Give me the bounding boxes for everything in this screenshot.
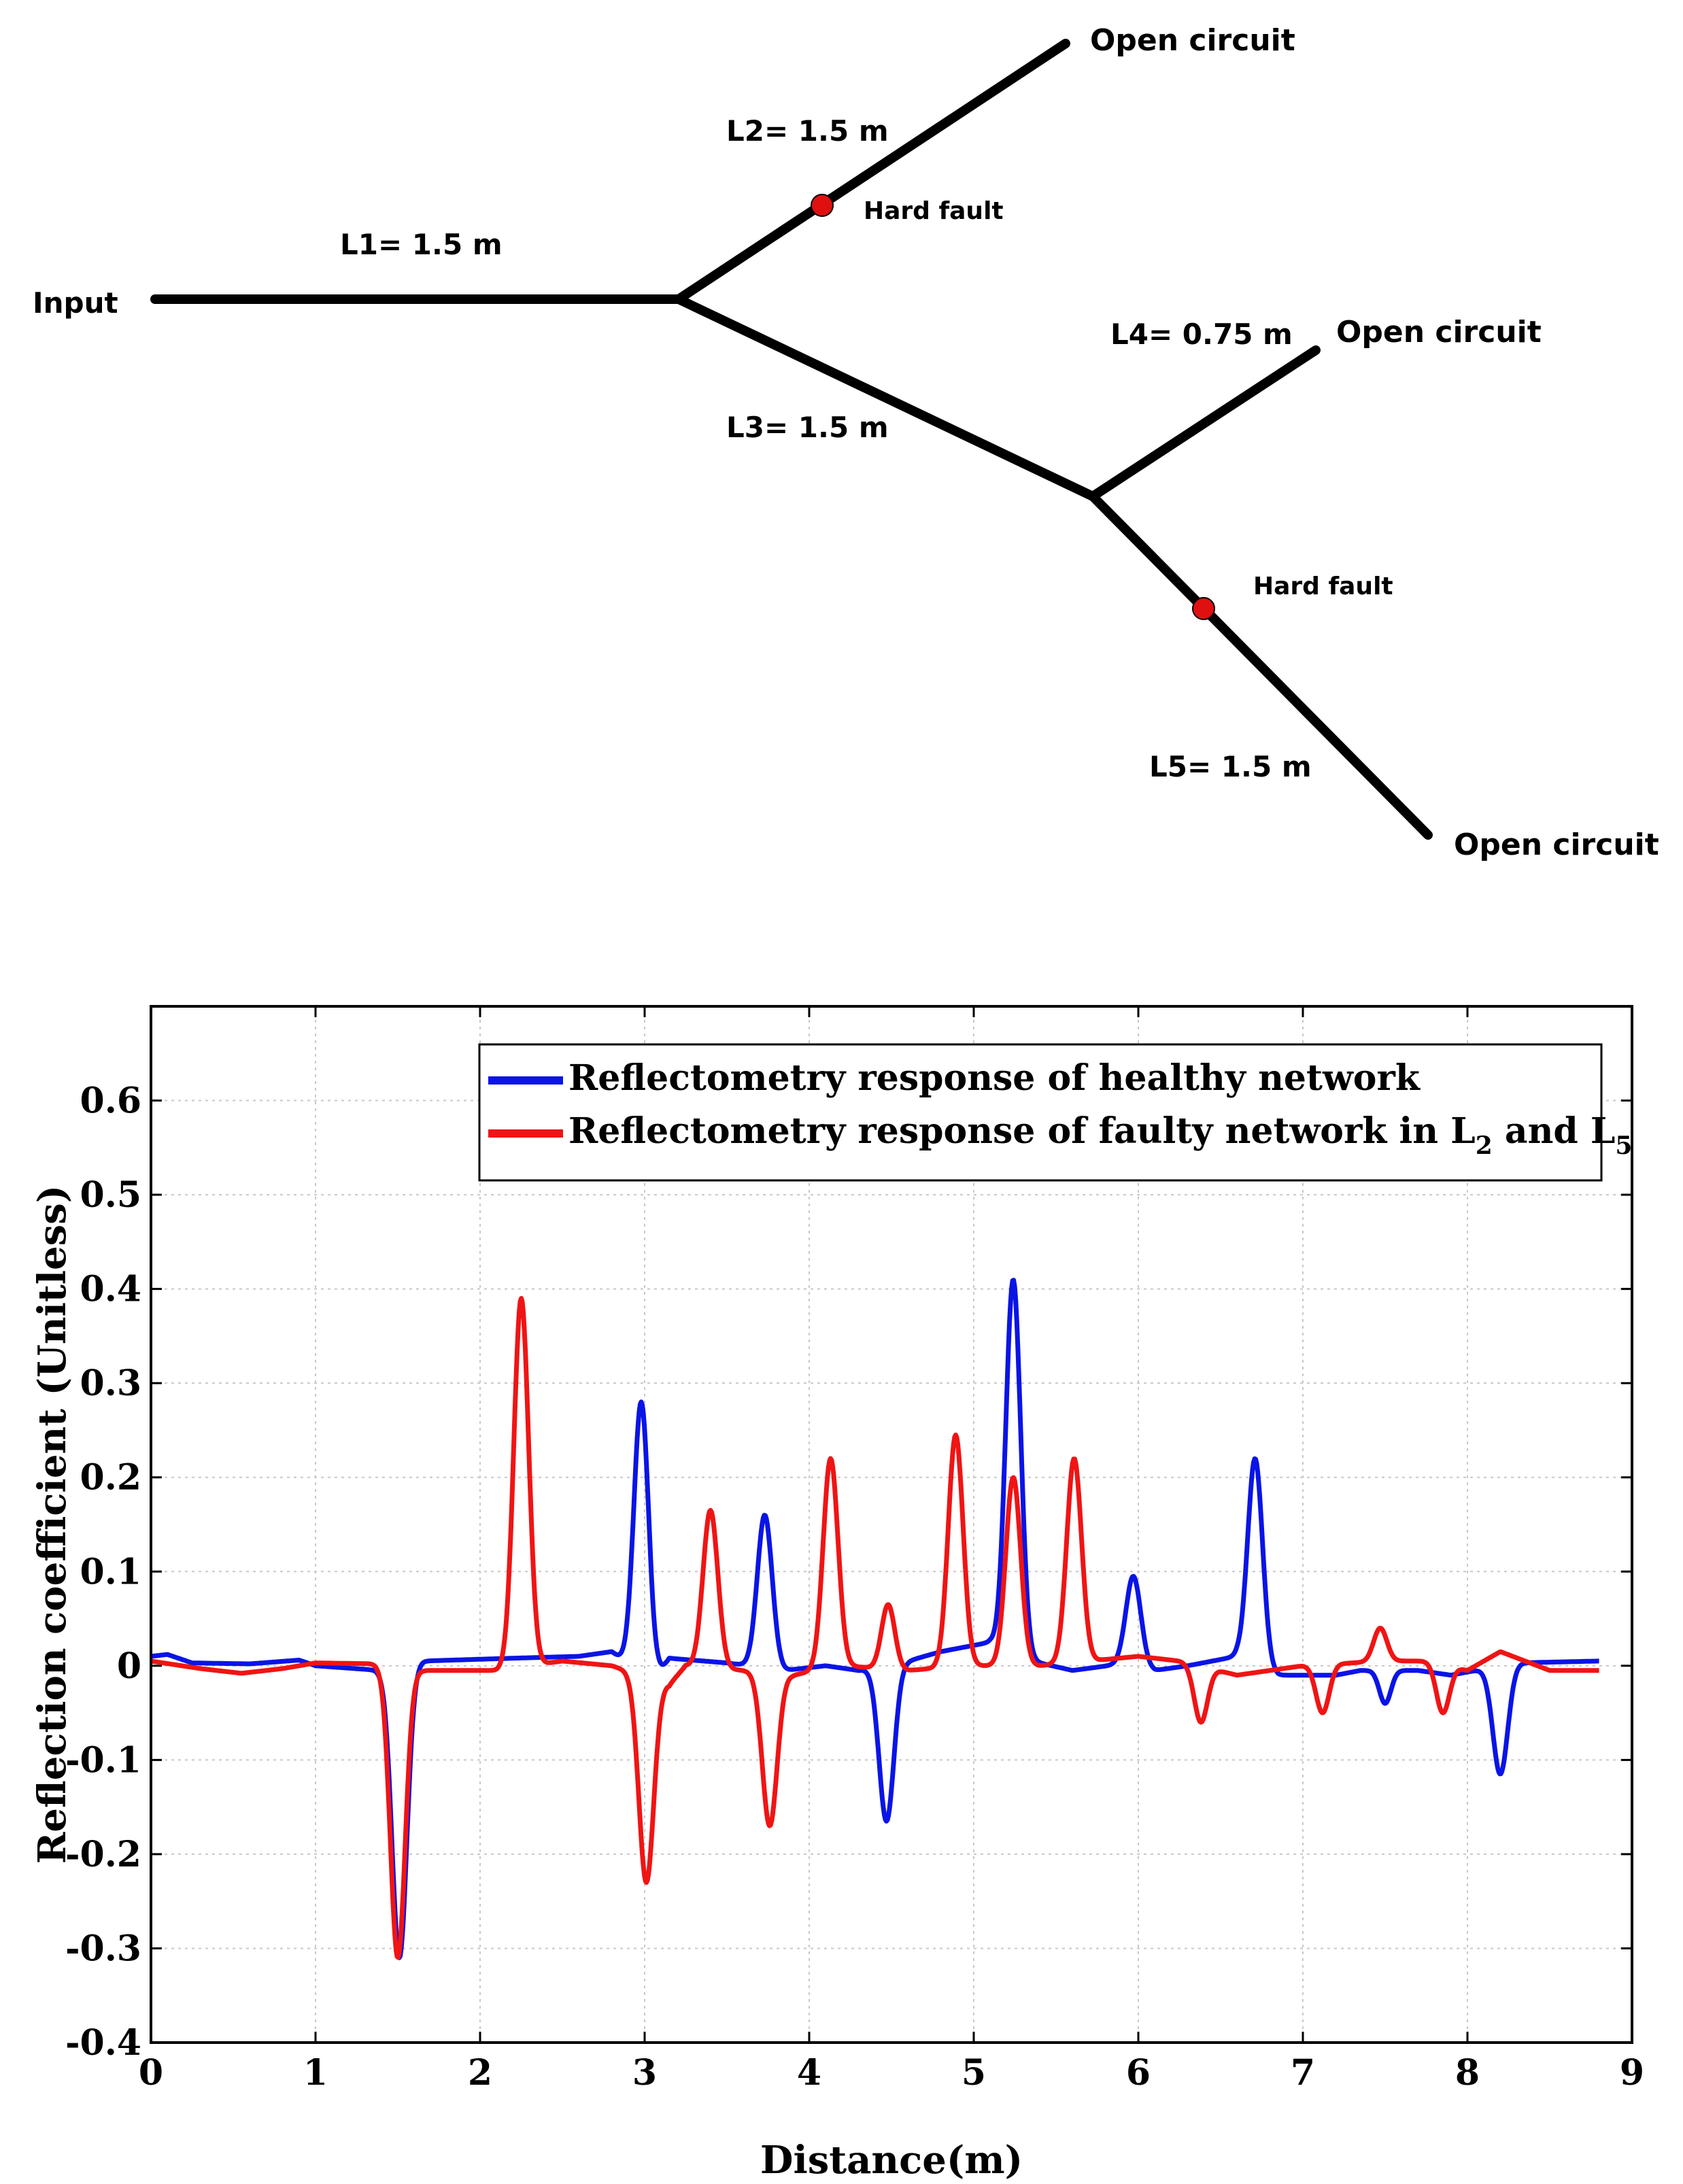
x-tick-label: 4: [797, 2052, 821, 2094]
legend-label-faulty-sub1: 2: [1476, 1131, 1493, 1160]
plot-frame: [150, 1005, 1633, 2044]
legend-label-faulty: Reflectometry response of faulty network…: [568, 1110, 1632, 1160]
legend-box: [478, 1043, 1603, 1182]
y-axis-label: Reflection coefficient (Unitless): [30, 1185, 75, 1864]
termination-label-L4: Open circuit: [1336, 315, 1542, 349]
fault-label-L5: Hard fault: [1253, 573, 1393, 600]
y-tick-label: 0: [117, 1645, 141, 1687]
y-tick-label: -0.2: [65, 1834, 141, 1875]
series-line-faulty: [150, 1296, 1601, 1960]
x-tick-label: 6: [1126, 2052, 1151, 2094]
legend-label-faulty-main: Reflectometry response of faulty network…: [568, 1110, 1476, 1152]
fault-label-L2: Hard fault: [864, 197, 1004, 225]
termination-label-L2: Open circuit: [1090, 23, 1295, 58]
cable-L5: [1088, 492, 1433, 840]
segment-label-L2: L2= 1.5 m: [726, 114, 889, 148]
legend: Reflectometry response of healthy networ…: [478, 1043, 1632, 1182]
x-tick-label: 9: [1620, 2052, 1644, 2094]
segment-label-L1: L1= 1.5 m: [340, 228, 503, 261]
y-tick-label: 0.2: [80, 1457, 141, 1499]
y-tick-label: -0.1: [65, 1739, 141, 1781]
legend-label-healthy: Reflectometry response of healthy networ…: [568, 1057, 1421, 1099]
cable-L2: [674, 39, 1070, 304]
input-label: Input: [33, 286, 118, 320]
x-tick-label: 7: [1291, 2052, 1315, 2094]
x-tick-label: 1: [303, 2052, 328, 2094]
series-lines: [150, 1278, 1601, 1960]
x-tick-label: 5: [962, 2052, 986, 2094]
x-tick-labels: 0 1 2 3 4 5 6 7 8 9: [139, 2052, 1644, 2094]
y-tick-marks: [151, 1099, 1632, 2044]
network-diagram: Input L1= 1.5 m L2= 1.5 m L3= 1.5 m L4= …: [33, 23, 1659, 862]
segment-label-L5: L5= 1.5 m: [1149, 750, 1312, 783]
x-tick-label: 2: [468, 2052, 492, 2094]
fault-marker-L5: [1192, 597, 1215, 620]
y-tick-label: 0.1: [80, 1551, 141, 1592]
y-tick-label: 0.5: [80, 1174, 141, 1216]
y-tick-label: -0.3: [65, 1928, 141, 1969]
x-tick-label: 0: [139, 2052, 163, 2094]
y-tick-label: -0.4: [65, 2022, 141, 2064]
x-tick-label: 3: [632, 2052, 657, 2094]
legend-label-faulty-mid: and L: [1493, 1110, 1616, 1152]
cable-L3: [674, 294, 1098, 501]
x-tick-label: 8: [1455, 2052, 1480, 2094]
reflectometry-chart: 0 1 2 3 4 5 6 7 8 9 -0.4 -0.3 -0.2 -0.1 0 0.1 0.2 0.3 0.4…: [30, 1005, 1644, 2183]
cable-L4: [1088, 345, 1321, 501]
legend-label-faulty-sub2: 5: [1615, 1131, 1632, 1160]
fault-marker-L2: [811, 194, 834, 217]
termination-label-L5: Open circuit: [1454, 827, 1659, 862]
segment-label-L3: L3= 1.5 m: [726, 411, 889, 444]
y-tick-label: 0.3: [80, 1363, 141, 1404]
y-tick-labels: -0.4 -0.3 -0.2 -0.1 0 0.1 0.2 0.3 0.4 0.5 0.6: [65, 1080, 141, 2064]
segment-label-L4: L4= 0.75 m: [1110, 318, 1293, 351]
x-axis-label: Distance(m): [760, 2138, 1023, 2183]
y-tick-label: 0.6: [80, 1080, 141, 1122]
y-tick-label: 0.4: [80, 1269, 141, 1310]
